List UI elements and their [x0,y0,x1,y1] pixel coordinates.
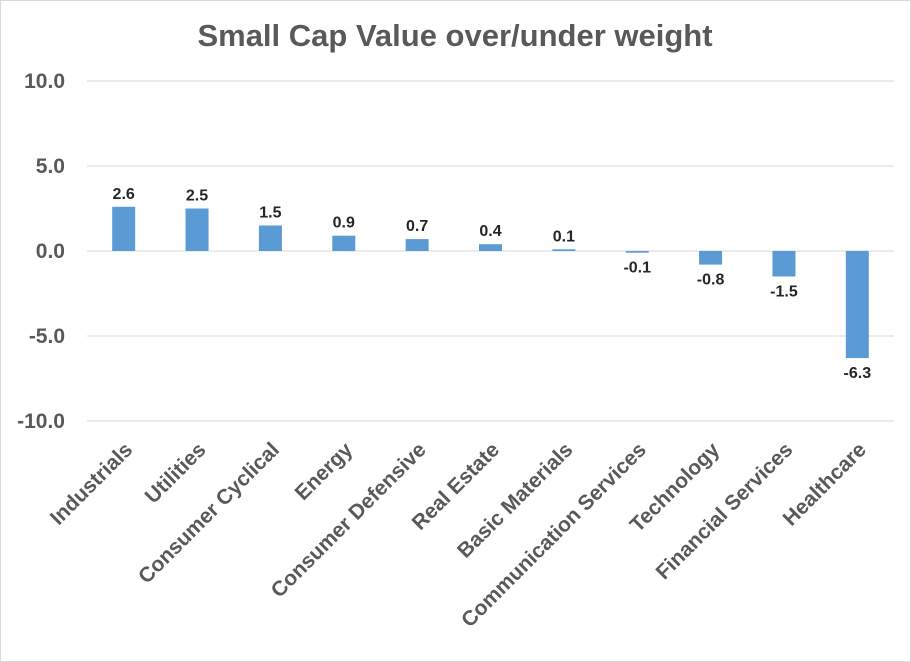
data-label: -6.3 [844,365,872,382]
x-tick-label: Financial Services [652,438,798,584]
y-tick-label: 5.0 [36,155,65,178]
data-label: -1.5 [770,284,798,301]
y-tick-label: 10.0 [24,70,65,93]
bar [185,208,209,251]
data-label: -0.1 [623,260,651,277]
bar [112,206,136,251]
x-tick-label: Energy [291,438,358,505]
bar [479,244,502,251]
data-label: 0.1 [553,228,575,245]
x-tick-label: Industrials [46,438,137,529]
bar [552,249,576,251]
x-tick-label: Consumer Cyclical [134,438,284,588]
y-tick-label: 0.0 [36,240,65,263]
data-label: -0.8 [697,272,725,289]
bar [625,251,649,253]
bars [112,206,869,359]
data-label: 0.9 [333,215,355,232]
bar [845,251,869,359]
x-tick-label: Utilities [141,438,211,508]
data-label: 2.6 [113,186,135,203]
bar [332,235,356,251]
data-label: 0.4 [479,223,501,240]
bar [772,251,796,277]
data-label: 0.7 [406,218,428,235]
data-label: 2.5 [186,188,208,205]
data-label: 1.5 [259,205,281,222]
bar [699,251,723,265]
y-tick-label: -5.0 [29,325,65,348]
data-labels: 2.6 2.5 1.5 0.9 0.7 0.4 0.1 -0.1 -0.8 -1.5 -6.3 [113,186,872,382]
y-tick-label: -10.0 [17,410,65,433]
bar [258,225,282,251]
y-axis-tick-labels: 10.0 5.0 0.0 -5.0 -10.0 [17,70,65,433]
bar [405,239,429,251]
chart-title: Small Cap Value over/under weight [197,18,712,53]
